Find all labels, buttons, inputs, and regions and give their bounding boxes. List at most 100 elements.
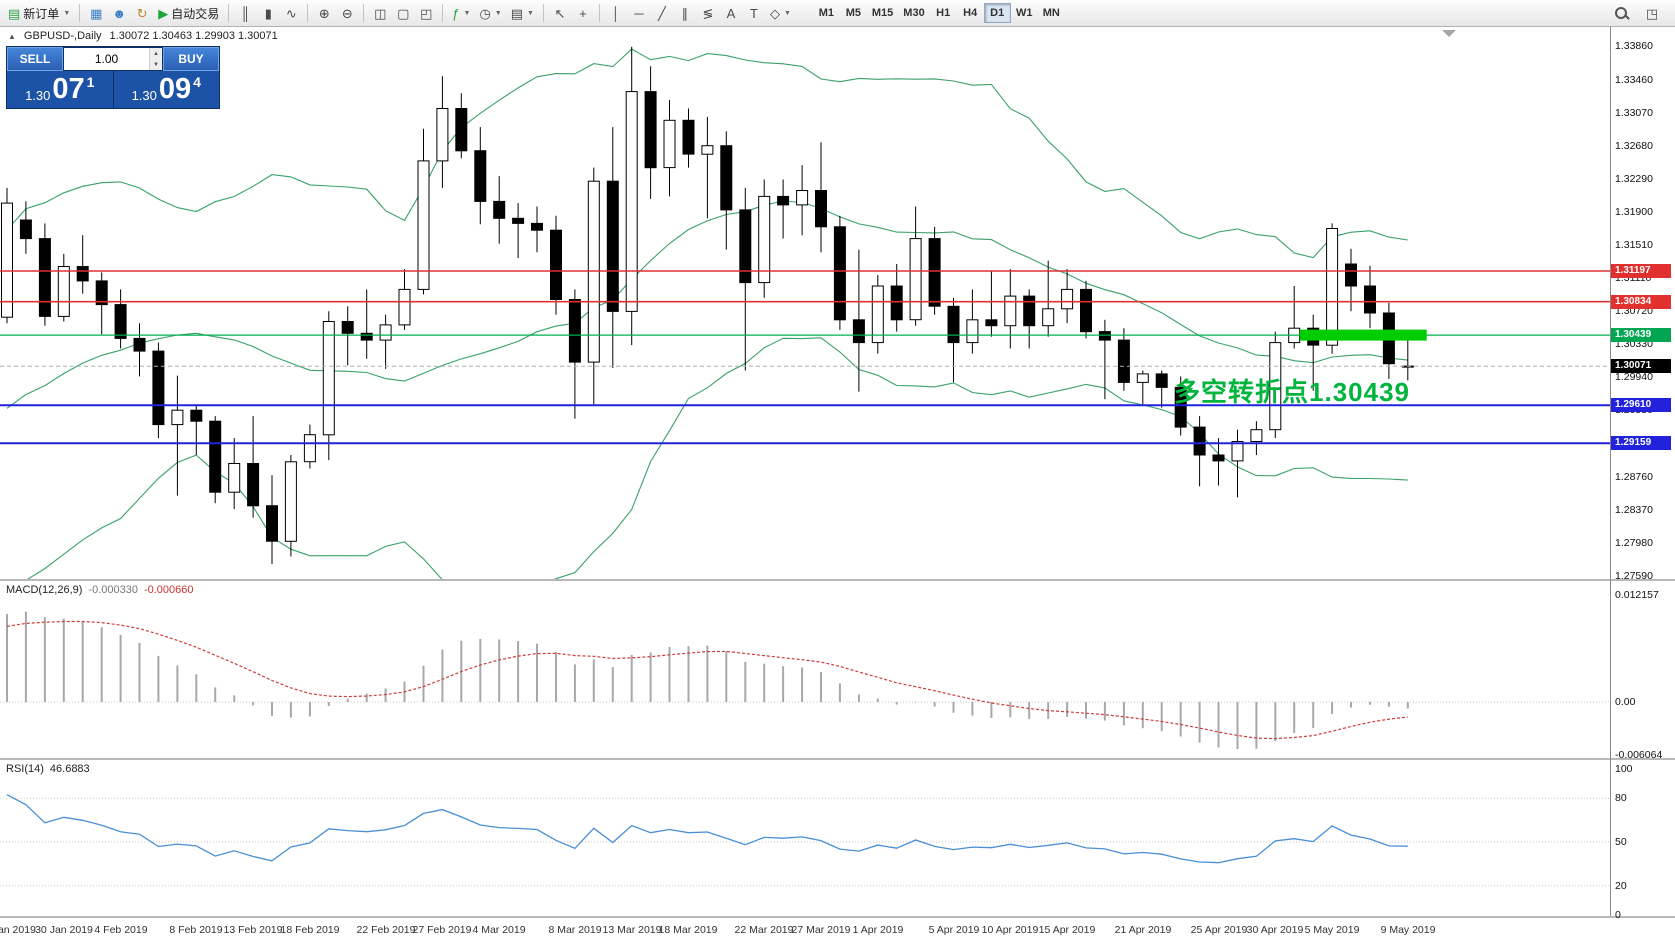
chart-shift-marker[interactable] — [1442, 30, 1456, 37]
new-order-button[interactable]: ▤ 新订单 ▼ — [4, 2, 74, 24]
bull-candle — [57, 266, 70, 317]
price-chart[interactable] — [0, 27, 1610, 579]
toolbar-separator — [307, 4, 309, 22]
bull-candle — [701, 145, 714, 155]
channel-button[interactable]: ∥ — [674, 2, 696, 24]
turning-point-highlight[interactable] — [1299, 329, 1427, 341]
dropdown-arrow-icon: ▼ — [494, 9, 502, 17]
zoom-in-button[interactable]: ⊕ — [313, 2, 335, 24]
volume-up-button[interactable]: ▲ — [150, 48, 162, 59]
price-axis-label: 1.33460 — [1615, 74, 1653, 86]
arrange-windows-button[interactable]: ◰ — [415, 2, 437, 24]
timeframe-m30[interactable]: M30 — [903, 7, 925, 19]
macd-panel[interactable] — [0, 581, 1610, 758]
fibonacci-icon: ≶ — [702, 5, 714, 21]
trade-panel-collapse-icon[interactable]: ▲ — [8, 31, 16, 41]
sell-button[interactable]: SELL — [7, 47, 63, 71]
date-label: 4 Mar 2019 — [472, 924, 526, 936]
timeframe-h4[interactable]: H4 — [963, 7, 978, 19]
macd-main-value: -0.000330 — [88, 584, 138, 596]
dropdown-arrow-icon: ▼ — [527, 9, 534, 17]
bear-candle — [133, 337, 146, 352]
trendline-button[interactable]: ╱ — [651, 2, 673, 24]
panel-splitter[interactable] — [0, 579, 1675, 581]
cascade-windows-button[interactable]: ▢ — [392, 2, 414, 24]
timeframe-h1[interactable]: H1 — [936, 7, 951, 19]
buy-price-display[interactable]: 1.30 09 4 — [114, 71, 220, 108]
buy-price-point: 4 — [193, 74, 201, 90]
bull-candle — [417, 160, 430, 290]
bear-candle — [815, 190, 827, 228]
toolbar-separator — [442, 4, 444, 22]
sell-price-display[interactable]: 1.30 07 1 — [7, 71, 113, 108]
cursor-button[interactable]: ↖ — [549, 2, 571, 24]
vertical-line-button[interactable]: │ — [605, 2, 627, 24]
timeframe-d1[interactable]: D1 — [983, 3, 1011, 23]
new-order-icon: ▤ — [8, 5, 21, 21]
timeframe-m5[interactable]: M5 — [845, 7, 862, 19]
new-window-button[interactable]: ◳ — [1641, 2, 1663, 24]
autotrading-button[interactable]: ▶ 自动交易 — [154, 2, 223, 24]
crosshair-button[interactable]: + — [572, 2, 594, 24]
horizontal-line-button[interactable]: ─ — [628, 2, 650, 24]
search-button[interactable] — [1610, 2, 1633, 24]
timeframe-m15[interactable]: M15 — [871, 7, 894, 19]
zoom-out-button[interactable]: ⊖ — [336, 2, 358, 24]
date-label: 13 Feb 2019 — [223, 924, 283, 936]
bear-candle — [644, 91, 657, 169]
one-click-trading-panel: SELL ▲ ▼ BUY 1.30 07 1 1.30 09 4 — [6, 46, 220, 109]
text-button[interactable]: A — [720, 2, 742, 24]
indicators-button[interactable]: ƒ ▼ — [448, 2, 474, 24]
chart-window: 1.33860 1.33460 1.33070 1.32680 1.32290 1.319… — [0, 27, 1675, 947]
bear-candle — [455, 108, 468, 152]
templates-button[interactable]: ▤ ▼ — [507, 2, 538, 24]
bear-candle — [1212, 454, 1225, 462]
fibonacci-button[interactable]: ≶ — [697, 2, 719, 24]
bear-candle — [928, 238, 941, 307]
refresh-button[interactable]: ↻ — [131, 2, 153, 24]
volume-input[interactable] — [64, 48, 149, 70]
price-axis[interactable]: 1.33860 1.33460 1.33070 1.32680 1.32290 1.319… — [1611, 27, 1675, 947]
bull-candle — [909, 238, 922, 321]
annotation-text[interactable]: 多空转折点1.30439 — [1174, 377, 1410, 407]
vertical-line-icon: │ — [611, 5, 621, 21]
date-label: 27 Feb 2019 — [412, 924, 472, 936]
rsi-panel[interactable] — [0, 760, 1610, 916]
volume-down-button[interactable]: ▼ — [150, 59, 162, 70]
bear-candle — [1098, 331, 1111, 341]
timeframe-mn[interactable]: MN — [1042, 7, 1060, 19]
profile-button[interactable]: ☻ — [108, 2, 130, 24]
panel-splitter[interactable] — [0, 916, 1675, 918]
bear-candle — [38, 238, 51, 317]
cascade-windows-icon: ▢ — [397, 5, 410, 21]
autotrading-play-icon: ▶ — [158, 5, 169, 21]
rsi-label: RSI(14) 46.6883 — [6, 763, 90, 775]
bear-candle — [1080, 288, 1092, 333]
macd-axis-label: -0.006064 — [1615, 749, 1663, 761]
indicators-icon: ƒ — [452, 5, 460, 21]
charts-button[interactable]: ▦ — [85, 2, 107, 24]
rsi-name: RSI(14) — [6, 763, 44, 775]
panel-splitter[interactable] — [0, 758, 1675, 760]
toolbar-separator — [228, 4, 230, 22]
shapes-button[interactable]: ◇ ▼ — [766, 2, 795, 24]
date-label: 30 Jan 2019 — [35, 924, 93, 936]
bar-chart-button[interactable]: ║ — [234, 2, 256, 24]
bear-candle — [947, 305, 960, 344]
tile-windows-button[interactable]: ◫ — [369, 2, 391, 24]
toolbar-separator — [598, 4, 600, 22]
date-label: 21 Apr 2019 — [1114, 924, 1172, 936]
timeframe-w1[interactable]: W1 — [1015, 7, 1033, 19]
candle-chart-button[interactable]: ▮ — [257, 2, 279, 24]
buy-button[interactable]: BUY — [163, 47, 219, 71]
rsi-axis-label: 20 — [1615, 880, 1627, 892]
price-axis-label: 1.33860 — [1615, 40, 1653, 52]
rsi-value: 46.6883 — [49, 763, 90, 775]
line-chart-button[interactable]: ∿ — [280, 2, 302, 24]
label-button[interactable]: T — [743, 2, 765, 24]
periods-button[interactable]: ◷ ▼ — [475, 2, 505, 24]
rsi-axis-label: 50 — [1615, 836, 1627, 848]
toolbar-left-section: ▤ 新订单 ▼ ▦ ☻ ↻ ▶ 自动交易 ║ ▮ ∿ ⊕ ⊖ ◫ ▢ ◰ ƒ ▼ ◷ ▼ ▤ ▼ ↖ + │ ─ ╱ ∥ ≶ A T ◇ ▼ — [4, 2, 795, 24]
timeframe-m1[interactable]: M1 — [818, 7, 835, 19]
